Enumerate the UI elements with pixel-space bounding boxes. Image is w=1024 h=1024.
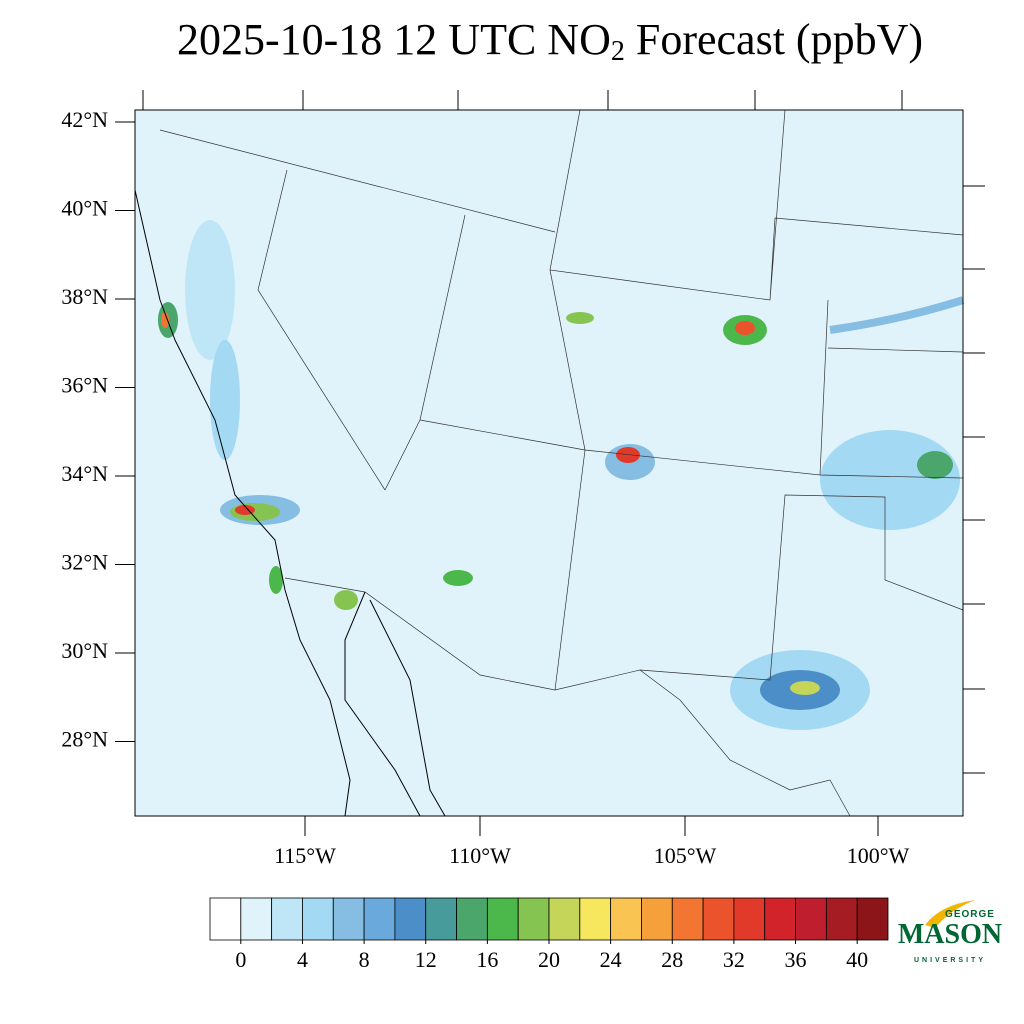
lat-label: 28°N <box>61 727 108 752</box>
colorbar-label: 0 <box>235 947 246 972</box>
colorbar-label: 20 <box>538 947 560 972</box>
colorbar-label: 28 <box>661 947 683 972</box>
plumes <box>158 220 965 730</box>
colorbar-box <box>517 897 550 941</box>
colorbar-box <box>795 897 827 941</box>
colorbar-box <box>856 897 889 941</box>
plume <box>334 590 358 610</box>
borders <box>159 109 964 817</box>
plume <box>829 296 965 334</box>
frame-ticks <box>142 90 985 774</box>
plume <box>917 451 953 479</box>
lon-label: 115°W <box>274 843 336 868</box>
colorbar-box <box>733 897 766 941</box>
logo-bottom: UNIVERSITY <box>914 957 986 964</box>
plume <box>185 220 235 360</box>
colorbar-box <box>610 897 642 941</box>
colorbar-box <box>302 897 334 941</box>
plume <box>269 566 283 594</box>
colorbar-label: 40 <box>846 947 868 972</box>
lon-label: 105°W <box>654 843 717 868</box>
colorbar-label: 36 <box>785 947 807 972</box>
lat-label: 42°N <box>61 107 108 132</box>
plume <box>735 321 755 335</box>
colorbar-box <box>394 897 427 941</box>
plume <box>616 447 640 463</box>
colorbar-box <box>209 897 242 941</box>
plume <box>820 430 960 530</box>
lat-label: 36°N <box>61 373 108 398</box>
lat-label: 40°N <box>61 196 108 221</box>
colorbar-label: 4 <box>297 947 308 972</box>
colorbar-box <box>764 897 796 941</box>
colorbar-box <box>332 897 365 941</box>
colorbar-box <box>271 897 303 941</box>
plume <box>161 312 169 328</box>
colorbar-box <box>641 897 673 941</box>
colorbar-box <box>363 897 396 941</box>
colorbar-box <box>425 897 457 941</box>
colorbar-label: 16 <box>476 947 498 972</box>
colorbar-label: 32 <box>723 947 745 972</box>
plume <box>443 570 473 586</box>
lat-label: 34°N <box>61 461 108 486</box>
lat-label: 30°N <box>61 638 108 663</box>
colorbar-label: 12 <box>415 947 437 972</box>
logo-swoosh <box>925 900 975 928</box>
colorbar-label: 24 <box>600 947 622 972</box>
title-subscript: 2 <box>611 36 625 67</box>
colorbar: 0 4 8 12 16 20 24 28 32 36 40 <box>209 897 889 972</box>
lon-label: 110°W <box>449 843 511 868</box>
plume <box>566 312 594 324</box>
colorbar-box <box>579 897 612 941</box>
colorbar-label: 8 <box>359 947 370 972</box>
lon-label: 100°W <box>847 843 910 868</box>
colorbar-box <box>671 897 704 941</box>
coastline <box>134 189 446 817</box>
title: 2025-10-18 12 UTC NO2 Forecast (ppbV) <box>177 15 923 67</box>
map-frame <box>134 109 964 817</box>
colorbar-box <box>825 897 858 941</box>
colorbar-box <box>240 897 273 941</box>
logo-main: MASON <box>898 919 1002 950</box>
colorbar-box <box>548 897 581 941</box>
axis-labels: 42°N 40°N 38°N 36°N 34°N 32°N 30°N 28°N 115°W 110… <box>61 107 909 868</box>
title-rest: Forecast (ppbV) <box>625 15 923 64</box>
lat-label: 32°N <box>61 550 108 575</box>
lat-label: 38°N <box>61 284 108 309</box>
logo-top: GEORGE <box>945 909 995 920</box>
colorbar-box <box>456 897 488 941</box>
logo: GEORGE MASON UNIVERSITY <box>898 900 1002 964</box>
title-text: 2025-10-18 12 UTC NO <box>177 15 611 64</box>
colorbar-box <box>486 897 519 941</box>
plume <box>790 681 820 695</box>
plume <box>210 340 240 460</box>
map <box>134 90 985 817</box>
colorbar-box <box>702 897 735 941</box>
